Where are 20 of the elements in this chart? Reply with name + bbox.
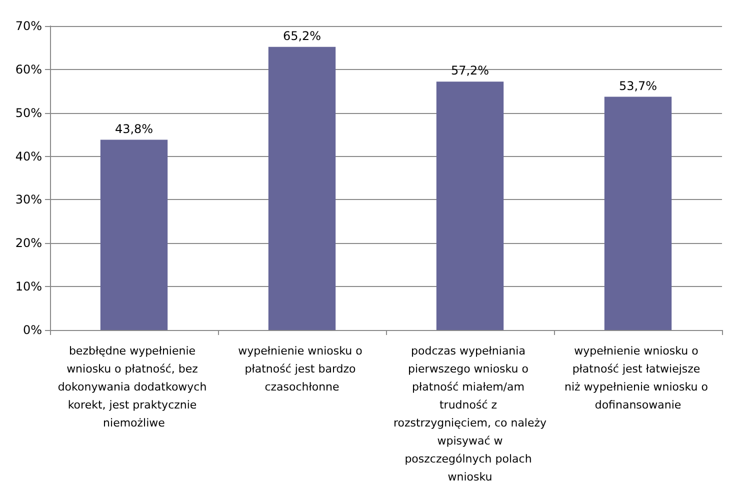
y-tick-label: 0%: [22, 323, 42, 337]
bar: [436, 82, 504, 330]
bar: [100, 140, 168, 330]
y-tick-label: 50%: [15, 106, 42, 120]
y-tick-label: 20%: [15, 236, 42, 250]
data-label: 43,8%: [114, 122, 154, 136]
y-tick-label: 40%: [15, 149, 42, 164]
y-tick-label: 70%: [15, 19, 42, 33]
x-tick-label: bezbłędne wypełnienie wniosku o płatność, bez dokonywania dodatkowych korekt, jest praktycznie niemożliwe: [58, 344, 210, 430]
data-label: 65,2%: [282, 28, 322, 43]
x-tick-label: podczas wypełniania pierwszego wniosku o płatność miałem/am trudność z rozstrzygnięciem, co należy wpisywać w poszczególnych polach wniosku: [393, 344, 548, 484]
x-tick-label: wypełnienie wniosku o płatność jest łatwiejsze niż wypełnienie wniosku o dofinansowanie: [564, 344, 712, 412]
y-tick-label: 30%: [15, 192, 42, 207]
data-label: 57,2%: [450, 64, 490, 78]
y-tick-label: 10%: [15, 280, 42, 294]
data-label: 53,7%: [618, 78, 658, 93]
x-tick-label: wypełnienie wniosku o płatność jest bardzo czasochłonne: [238, 344, 366, 394]
bar: [604, 96, 672, 330]
y-tick-label: 60%: [15, 62, 42, 76]
bar: [268, 46, 336, 330]
